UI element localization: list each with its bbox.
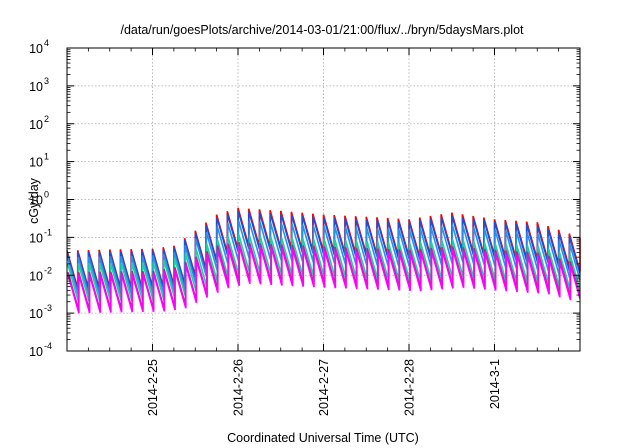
series-line xyxy=(67,245,581,314)
y-tick-label: 10 3 xyxy=(29,76,49,94)
y-tick-label-exponent: -1 xyxy=(44,227,52,237)
y-tick-label: 10 -1 xyxy=(29,227,52,245)
chart-title: /data/run/goesPlots/archive/2014-03-01/2… xyxy=(120,23,524,37)
y-tick-label-base: 10 xyxy=(29,307,43,321)
y-tick-label-base: 10 xyxy=(29,269,43,283)
x-tick-label: 2014-2-26 xyxy=(232,359,246,416)
y-tick-label-exponent: -3 xyxy=(44,303,52,313)
x-tick-label: 2014-2-28 xyxy=(403,359,417,416)
y-tick-label-base: 10 xyxy=(29,345,43,359)
y-tick-label-exponent: 0 xyxy=(44,190,49,200)
y-tick-label-exponent: -4 xyxy=(44,341,52,351)
y-tick-label: 10 0 xyxy=(29,190,49,208)
y-tick-label-base: 10 xyxy=(29,156,43,170)
y-tick-label: 10 -3 xyxy=(29,303,52,321)
series-line xyxy=(66,207,581,289)
y-axis-label: cGy/day xyxy=(27,177,41,224)
y-tick-label: 10 1 xyxy=(29,152,49,170)
y-tick-label-base: 10 xyxy=(29,231,43,245)
y-tick-label: 10 2 xyxy=(29,114,49,132)
x-tick-labels: 2014-2-25 2014-2-26 2014-2-27 2014-2-28 2014… xyxy=(146,359,502,416)
y-tick-label-base: 10 xyxy=(29,80,43,94)
y-tick-label: 10 -2 xyxy=(29,265,52,283)
y-tick-label-exponent: 1 xyxy=(44,152,49,162)
series-layer xyxy=(66,207,581,314)
x-tick-label: 2014-2-25 xyxy=(146,359,160,416)
y-tick-label-exponent: -2 xyxy=(44,265,52,275)
y-tick-label-base: 10 xyxy=(29,118,43,132)
ticks xyxy=(66,47,581,352)
y-tick-label-base: 10 xyxy=(29,194,43,208)
y-tick-label-exponent: 4 xyxy=(44,38,49,48)
y-tick-label-base: 10 xyxy=(29,42,43,56)
x-tick-label: 2014-3-1 xyxy=(488,359,502,409)
y-tick-label: 10 4 xyxy=(29,38,49,56)
x-axis-label: Coordinated Universal Time (UTC) xyxy=(227,431,419,445)
x-tick-label: 2014-2-27 xyxy=(317,359,331,416)
y-tick-label: 10 -4 xyxy=(29,341,52,359)
y-tick-label-exponent: 3 xyxy=(44,76,49,86)
grid xyxy=(67,48,580,351)
y-tick-label-exponent: 2 xyxy=(44,114,49,124)
